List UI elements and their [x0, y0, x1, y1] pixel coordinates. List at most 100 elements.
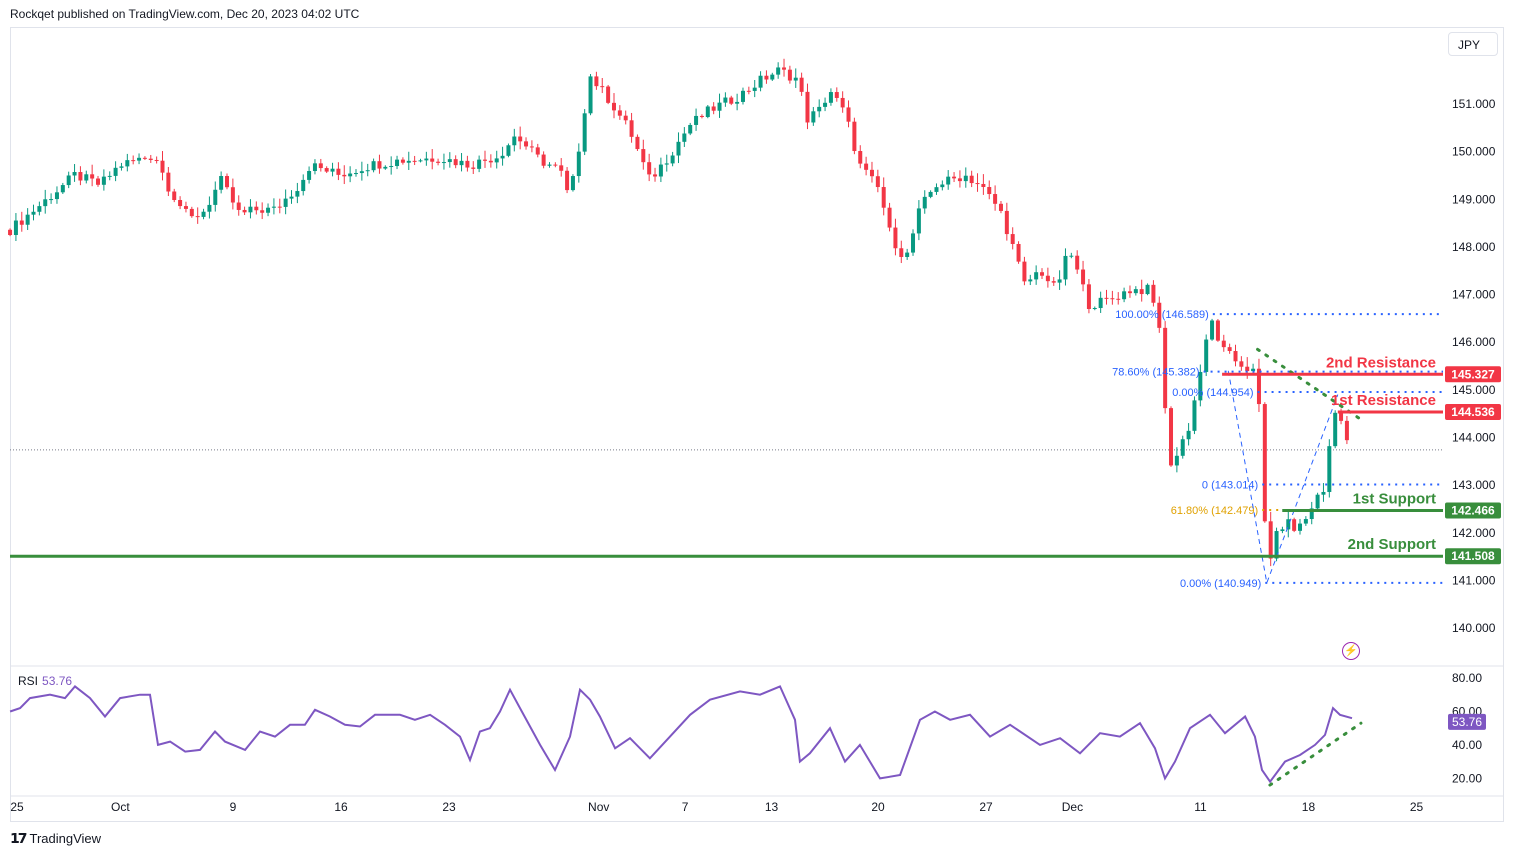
- price-axis-label: 150.000: [1452, 145, 1496, 159]
- candle-body: [43, 199, 48, 207]
- candle-body: [828, 92, 833, 103]
- fib-zigzag-line: [1227, 370, 1339, 585]
- candle-body: [1040, 272, 1045, 276]
- candle-body: [383, 166, 388, 169]
- candle-body: [260, 210, 265, 213]
- candle-body: [142, 157, 147, 159]
- candle-body: [770, 74, 775, 80]
- candle-body: [295, 191, 300, 197]
- candle-body: [1321, 491, 1326, 495]
- candle-body: [711, 106, 716, 111]
- resistance-level-label: 1st Resistance: [1331, 392, 1436, 409]
- candle-body: [230, 187, 235, 203]
- candle-body: [635, 136, 640, 150]
- rsi-value-tag-label: 53.76: [1452, 715, 1482, 729]
- time-axis-label: 16: [334, 800, 348, 814]
- candle-body: [219, 176, 224, 190]
- candle-body: [166, 172, 171, 192]
- candle-body: [911, 233, 916, 253]
- candle-body: [582, 113, 587, 152]
- candle-body: [1104, 297, 1109, 299]
- candle-body: [482, 159, 487, 161]
- candle-body: [342, 174, 347, 177]
- candle-body: [225, 176, 230, 188]
- rsi-trendline: [1268, 721, 1363, 787]
- lightning-icon[interactable]: ⚡: [1342, 642, 1360, 660]
- candle-body: [735, 101, 740, 104]
- candle-body: [72, 172, 77, 176]
- candle-body: [131, 160, 136, 162]
- candle-body: [957, 178, 962, 182]
- candle-body: [611, 102, 616, 111]
- candle-body: [916, 208, 921, 234]
- candle-body: [424, 158, 429, 161]
- candle-body: [459, 160, 464, 166]
- candle-body: [31, 211, 36, 215]
- candle-body: [494, 158, 499, 163]
- fib-level-label: 100.00% (146.589): [1115, 309, 1209, 321]
- candle-body: [406, 160, 411, 163]
- tradingview-brand[interactable]: 𝟭𝟳 TradingView: [10, 830, 101, 847]
- candle-body: [641, 149, 646, 163]
- candle-body: [436, 161, 441, 163]
- price-axis-label: 144.000: [1452, 430, 1496, 444]
- candle-body: [49, 199, 54, 201]
- candle-body: [1215, 320, 1220, 341]
- fib-level-label: 0 (143.014): [1202, 479, 1258, 491]
- candle-body: [541, 154, 546, 166]
- candle-body: [952, 176, 957, 179]
- candle-body: [312, 163, 317, 172]
- support-level-label: 1st Support: [1353, 491, 1436, 508]
- rsi-legend: RSI 53.76: [18, 674, 72, 688]
- candle-body: [529, 146, 534, 148]
- candle-body: [195, 216, 200, 218]
- candle-body: [1086, 284, 1091, 310]
- candle-body: [447, 159, 452, 163]
- brand-name: TradingView: [29, 831, 102, 846]
- candle-body: [600, 86, 605, 88]
- candle-body: [793, 77, 798, 81]
- candle-body: [1192, 400, 1197, 431]
- fib-level-label: 0.00% (140.949): [1180, 578, 1261, 590]
- candle-body: [1221, 340, 1226, 348]
- rsi-axis-label: 40.00: [1452, 738, 1482, 752]
- candle-body: [1298, 523, 1303, 531]
- publish-header: Rockqet published on TradingView.com, De…: [10, 7, 360, 21]
- candle-body: [400, 159, 405, 163]
- candle-body: [1339, 412, 1344, 421]
- rsi-value: 53.76: [42, 674, 73, 688]
- candle-body: [998, 203, 1003, 211]
- candle-body: [353, 173, 358, 175]
- candle-body: [559, 165, 564, 171]
- candle-body: [658, 164, 663, 177]
- candle-body: [1198, 371, 1203, 401]
- candle-body: [1051, 281, 1056, 283]
- candle-body: [506, 145, 511, 156]
- currency-button[interactable]: JPY: [1448, 32, 1498, 56]
- candle-body: [940, 184, 945, 188]
- candle-body: [242, 209, 247, 213]
- candle-body: [670, 155, 675, 164]
- candle-body: [1133, 289, 1138, 294]
- candle-body: [1045, 275, 1050, 282]
- candle-body: [764, 75, 769, 80]
- candle-body: [782, 67, 787, 70]
- candle-body: [1292, 519, 1297, 531]
- candle-body: [723, 97, 728, 103]
- candle-body: [371, 161, 376, 171]
- candle-body: [1098, 297, 1103, 309]
- price-tag-label: 142.466: [1451, 504, 1495, 518]
- candle-body: [8, 229, 13, 236]
- chart-frame: [10, 27, 1504, 822]
- candle-body: [307, 171, 312, 180]
- candle-body: [1075, 255, 1080, 270]
- candle-body: [154, 159, 159, 161]
- price-tag: [1445, 502, 1501, 519]
- candle-body: [1092, 308, 1097, 310]
- candle-body: [858, 151, 863, 164]
- candle-body: [336, 168, 341, 175]
- resistance-level-label: 2nd Resistance: [1326, 354, 1436, 371]
- candle-body: [881, 187, 886, 208]
- candle-body: [875, 176, 880, 188]
